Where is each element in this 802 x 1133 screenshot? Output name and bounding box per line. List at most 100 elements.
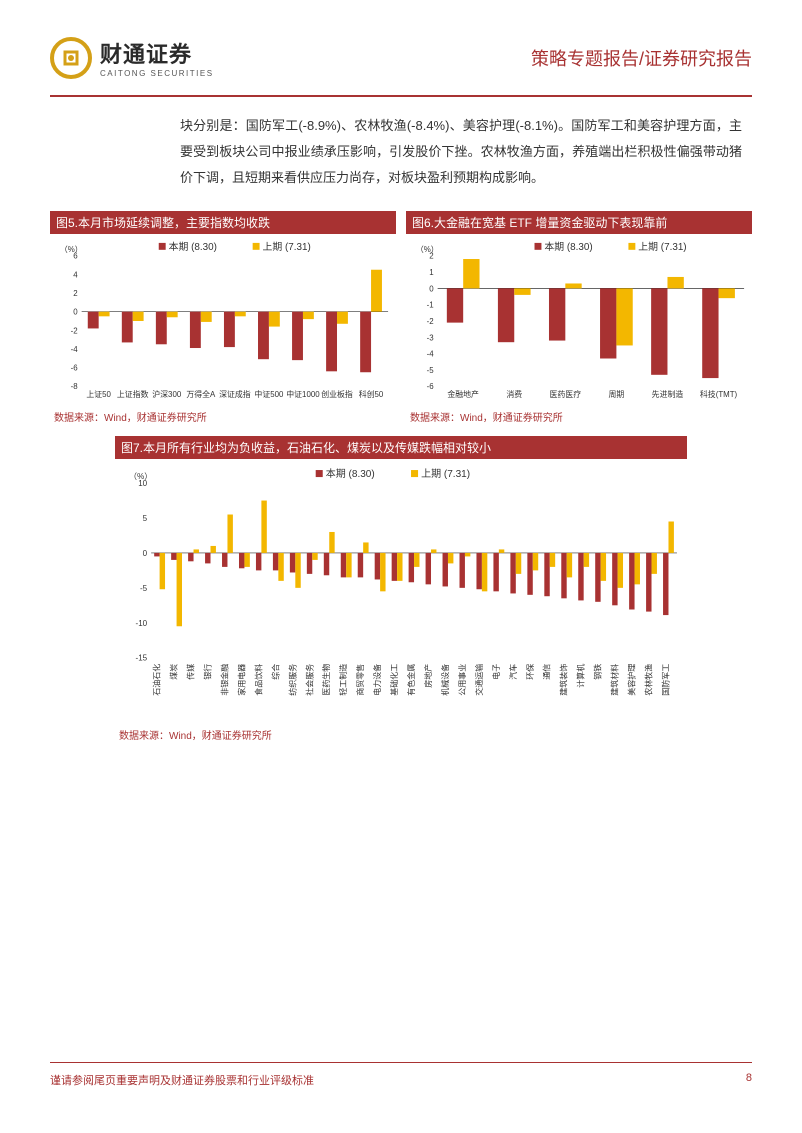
svg-text:-3: -3: [427, 333, 435, 342]
charts-row-top: 图5.本月市场延续调整，主要指数均收跌 （%） 本期 (8.30) 上期 (7.31…: [0, 211, 802, 426]
chart7-title: 图7.本月所有行业均为负收益，石油石化、煤炭以及传媒跌幅相对较小: [115, 436, 687, 459]
svg-text:周期: 周期: [609, 390, 625, 399]
body-paragraph: 块分别是：国防军工(-8.9%)、农林牧渔(-8.4%)、美容护理(-8.1%)…: [0, 105, 802, 211]
svg-text:-6: -6: [427, 382, 435, 391]
svg-text:本期 (8.30): 本期 (8.30): [169, 240, 217, 253]
svg-text:煤炭: 煤炭: [169, 664, 179, 680]
svg-text:基础化工: 基础化工: [389, 664, 399, 696]
svg-text:-4: -4: [427, 350, 435, 359]
svg-text:-5: -5: [140, 584, 148, 593]
header-title-right: 证券研究报告: [644, 49, 752, 69]
svg-text:汽车: 汽车: [508, 664, 518, 680]
svg-text:0: 0: [73, 308, 78, 317]
svg-text:社会服务: 社会服务: [304, 664, 314, 696]
page-number: 8: [746, 1072, 752, 1088]
svg-text:6: 6: [73, 252, 78, 261]
svg-text:-4: -4: [71, 345, 79, 354]
svg-text:先进制造: 先进制造: [652, 389, 684, 399]
svg-text:上证指数: 上证指数: [117, 389, 149, 399]
svg-text:-1: -1: [427, 301, 434, 310]
svg-text:上期 (7.31): 上期 (7.31): [421, 468, 470, 480]
svg-text:（%）: （%）: [416, 245, 439, 254]
svg-text:4: 4: [73, 270, 78, 279]
chart7-container: 图7.本月所有行业均为负收益，石油石化、煤炭以及传媒跌幅相对较小 （%）本期 (…: [0, 436, 802, 744]
svg-text:1: 1: [429, 268, 433, 277]
svg-text:公用事业: 公用事业: [457, 664, 467, 696]
footer-disclaimer: 谨请参阅尾页重要声明及财通证券股票和行业评级标准: [50, 1072, 314, 1088]
svg-text:-8: -8: [71, 382, 79, 391]
svg-text:沪深300: 沪深300: [152, 389, 182, 399]
svg-text:上证50: 上证50: [86, 390, 111, 399]
svg-text:0: 0: [143, 549, 148, 558]
svg-text:食品饮料: 食品饮料: [253, 664, 263, 696]
svg-text:石油石化: 石油石化: [152, 664, 162, 696]
svg-text:-5: -5: [427, 366, 435, 375]
svg-text:国防军工: 国防军工: [660, 664, 670, 696]
svg-text:医药医疗: 医药医疗: [550, 389, 582, 399]
svg-text:纺织服务: 纺织服务: [287, 664, 297, 696]
chart6-svg: （%） 本期 (8.30) 上期 (7.31) -6 -5 -4 -3 -2 -1 0 1 2 金融地产…: [406, 234, 752, 402]
svg-text:消费: 消费: [506, 389, 522, 399]
svg-text:综合: 综合: [270, 664, 280, 680]
svg-text:（%）: （%）: [60, 245, 83, 254]
svg-text:2: 2: [73, 289, 77, 298]
header-divider: [50, 95, 752, 97]
chart6-source: 数据来源：Wind，财通证券研究所: [406, 407, 752, 426]
svg-text:金融地产: 金融地产: [447, 389, 479, 399]
svg-text:本期 (8.30): 本期 (8.30): [326, 467, 375, 480]
page-header: 财通证券 CAITONG SECURITIES 策略专题报告/证券研究报告: [0, 0, 802, 95]
brand-logo-icon: [50, 37, 92, 79]
chart7-source: 数据来源：Wind，财通证券研究所: [115, 725, 687, 744]
svg-text:中证1000: 中证1000: [286, 389, 320, 399]
svg-text:交通运输: 交通运输: [474, 664, 484, 696]
svg-text:创业板指: 创业板指: [321, 389, 353, 399]
svg-text:农林牧渔: 农林牧渔: [644, 664, 654, 696]
svg-text:家用电器: 家用电器: [236, 664, 246, 696]
chart5-title: 图5.本月市场延续调整，主要指数均收跌: [50, 211, 396, 234]
svg-text:-2: -2: [71, 326, 78, 335]
svg-text:-6: -6: [71, 364, 79, 373]
chart6-title: 图6.大金融在宽基 ETF 增量资金驱动下表现靠前: [406, 211, 752, 234]
svg-text:商贸零售: 商贸零售: [355, 664, 365, 696]
svg-text:万得全A: 万得全A: [186, 389, 216, 399]
logo-text-cn: 财通证券: [100, 37, 214, 69]
svg-text:0: 0: [429, 284, 434, 293]
svg-text:有色金属: 有色金属: [406, 664, 416, 696]
svg-text:建筑装饰: 建筑装饰: [559, 664, 569, 696]
svg-text:电子: 电子: [491, 664, 501, 680]
chart5-source: 数据来源：Wind，财通证券研究所: [50, 407, 396, 426]
logo-text-en: CAITONG SECURITIES: [100, 69, 214, 78]
svg-text:轻工制造: 轻工制造: [338, 664, 348, 696]
svg-text:银行: 银行: [202, 664, 212, 680]
logo-area: 财通证券 CAITONG SECURITIES: [50, 37, 214, 79]
svg-text:-15: -15: [136, 654, 148, 663]
footer-divider: [50, 1062, 752, 1063]
svg-text:传媒: 传媒: [186, 664, 196, 680]
svg-text:-10: -10: [136, 619, 148, 628]
svg-text:深证成指: 深证成指: [219, 389, 251, 399]
svg-text:-2: -2: [427, 317, 434, 326]
svg-text:机械设备: 机械设备: [440, 664, 450, 696]
svg-text:科创50: 科创50: [359, 389, 384, 399]
svg-text:本期 (8.30): 本期 (8.30): [544, 240, 592, 253]
svg-text:科技(TMT): 科技(TMT): [700, 389, 738, 399]
chart5-container: 图5.本月市场延续调整，主要指数均收跌 （%） 本期 (8.30) 上期 (7.31…: [50, 211, 396, 426]
svg-text:5: 5: [143, 514, 148, 523]
svg-text:上期 (7.31): 上期 (7.31): [638, 241, 686, 253]
svg-text:10: 10: [138, 479, 147, 488]
svg-text:计算机: 计算机: [576, 664, 586, 688]
svg-text:医药生物: 医药生物: [321, 664, 331, 696]
header-title: 策略专题报告/证券研究报告: [531, 45, 752, 71]
svg-text:房地产: 房地产: [423, 664, 433, 688]
chart6-container: 图6.大金融在宽基 ETF 增量资金驱动下表现靠前 （%） 本期 (8.30) 上期…: [406, 211, 752, 426]
chart7-svg: （%）本期 (8.30)上期 (7.31)-15-10-50510石油石化煤炭传…: [115, 459, 687, 720]
svg-text:非银金融: 非银金融: [219, 664, 229, 696]
svg-text:上期 (7.31): 上期 (7.31): [263, 241, 311, 253]
svg-text:建筑材料: 建筑材料: [610, 664, 620, 696]
svg-text:环保: 环保: [525, 664, 535, 680]
svg-text:2: 2: [429, 252, 433, 261]
svg-text:通信: 通信: [542, 664, 552, 680]
svg-text:中证500: 中证500: [254, 389, 284, 399]
svg-text:美容护理: 美容护理: [627, 664, 637, 696]
chart5-svg: （%） 本期 (8.30) 上期 (7.31) -8 -6 -4 -2 0 2 4 6 上证50 上证指…: [50, 234, 396, 402]
